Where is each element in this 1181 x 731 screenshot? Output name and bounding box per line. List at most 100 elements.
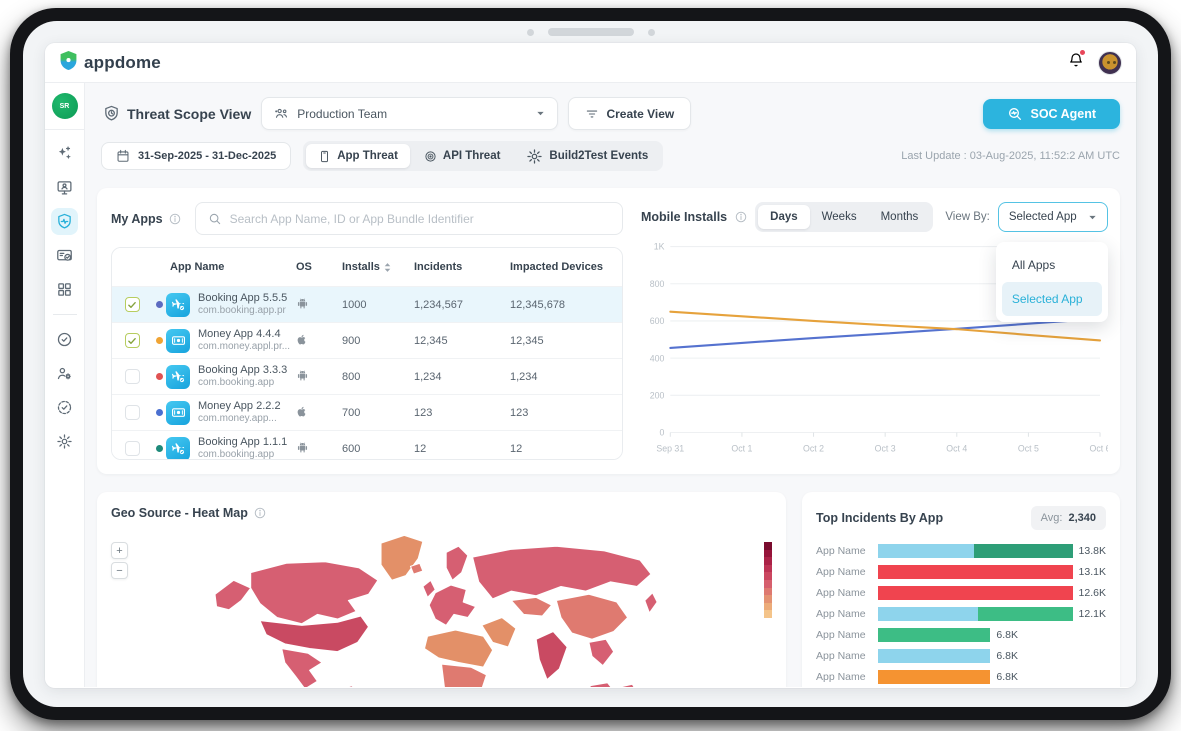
tab-api-threat[interactable]: API Threat: [412, 144, 513, 168]
period-option-weeks[interactable]: Weeks: [810, 205, 869, 229]
appdome-logo[interactable]: appdome: [59, 50, 161, 76]
map-zoom-in-button[interactable]: +: [111, 542, 128, 559]
view-by-dropdown: All AppsSelected App: [996, 242, 1108, 322]
workspace-avatar[interactable]: SR: [52, 93, 78, 119]
apps-installs-card: My Apps App Name OS Installs Incidents I…: [97, 188, 1120, 474]
bar-app-label: App Name: [816, 566, 870, 578]
col-os: OS: [296, 261, 342, 273]
sidebar-item-monitor-user[interactable]: [51, 174, 78, 201]
bar-segment: [878, 670, 990, 684]
filter-icon: [585, 107, 599, 121]
gear-icon: [56, 433, 73, 450]
tablet-device-frame: appdome SR: [10, 8, 1171, 720]
legend-step: [764, 557, 772, 565]
my-apps-panel: My Apps App Name OS Installs Incidents I…: [111, 202, 623, 460]
app-table-row[interactable]: Booking App 3.3.3com.booking.app 800 1,2…: [112, 358, 622, 394]
top-incidents-card: Top Incidents By App Avg: 2,340 App Name…: [802, 492, 1120, 687]
impacted-devices-value: 12,345,678: [510, 299, 622, 311]
app-table-row[interactable]: Money App 2.2.2com.money.app... 700 123 …: [112, 394, 622, 430]
bar-segment: [878, 586, 1073, 600]
bar-app-label: App Name: [816, 629, 870, 641]
bar-segment: [974, 544, 1073, 558]
world-heatmap[interactable]: [137, 526, 746, 687]
row-checkbox[interactable]: [125, 441, 140, 456]
avg-label: Avg:: [1041, 512, 1063, 524]
sidebar-item-shield-activity[interactable]: [51, 208, 78, 235]
bar-value: 6.8K: [996, 650, 1018, 662]
impacted-devices-value: 123: [510, 407, 622, 419]
legend-step: [764, 542, 772, 550]
app-table-row[interactable]: Booking App 5.5.5com.booking.app.pr 1000…: [112, 286, 622, 322]
bar-segment: [978, 607, 1073, 621]
brand-name: appdome: [84, 53, 161, 73]
clock-check-icon: [56, 399, 73, 416]
impacted-devices-value: 12: [510, 443, 622, 455]
dropdown-option-selected-app[interactable]: Selected App: [1002, 282, 1102, 316]
notifications-bell-icon[interactable]: [1068, 52, 1084, 73]
tab-build2test-events[interactable]: Build2Test Events: [514, 144, 660, 168]
app-table-row[interactable]: Money App 4.4.4com.money.appl.pr... 900 …: [112, 322, 622, 358]
bar-value: 12.6K: [1079, 587, 1106, 599]
incident-bar-row: App Name 12.1K: [816, 607, 1106, 621]
sidebar-divider: [53, 314, 77, 315]
table-header-row: App Name OS Installs Incidents Impacted …: [112, 248, 622, 286]
installs-value: 1000: [342, 299, 414, 311]
sidebar-item-users-gear[interactable]: [51, 360, 78, 387]
app-bundle-id: com.money.appl.pr...: [198, 341, 290, 353]
sidebar-item-grid[interactable]: [51, 276, 78, 303]
mobile-icon: [318, 150, 331, 163]
row-checkbox[interactable]: [125, 405, 140, 420]
svg-text:Oct 5: Oct 5: [1018, 443, 1039, 453]
info-icon[interactable]: [169, 213, 181, 225]
app-name: Money App 4.4.4: [198, 328, 290, 342]
period-toggle: DaysWeeksMonths: [755, 202, 933, 232]
bar-segment: [878, 649, 990, 663]
sidebar-item-gear[interactable]: [51, 428, 78, 455]
date-range-picker[interactable]: 31-Sep-2025 - 31-Dec-2025: [101, 142, 291, 170]
sort-icon[interactable]: [384, 262, 391, 273]
incidents-value: 123: [414, 407, 510, 419]
bar-app-label: App Name: [816, 587, 870, 599]
view-by-select[interactable]: Selected App: [998, 202, 1108, 232]
app-search-input[interactable]: [230, 212, 610, 226]
camera-dot: [648, 29, 655, 36]
threat-tabs: App Threat API Threat Build2Test Events: [303, 141, 663, 171]
row-checkbox[interactable]: [125, 333, 140, 348]
period-option-months[interactable]: Months: [869, 205, 931, 229]
app-table-row[interactable]: Booking App 1.1.1com.booking.app 600 12 …: [112, 430, 622, 460]
tab-app-threat[interactable]: App Threat: [306, 144, 410, 168]
svg-text:0: 0: [660, 427, 665, 437]
sidebar-item-clock-check[interactable]: [51, 394, 78, 421]
info-icon[interactable]: [735, 211, 747, 223]
legend-step: [764, 603, 772, 611]
bar-value: 6.8K: [996, 629, 1018, 641]
soc-search-icon: [1007, 106, 1023, 122]
map-zoom-out-button[interactable]: −: [111, 562, 128, 579]
sidebar-item-badge-check[interactable]: [51, 326, 78, 353]
sidebar-item-sparkles[interactable]: [51, 140, 78, 167]
top-incidents-title: Top Incidents By App: [816, 511, 943, 525]
legend-step: [764, 610, 772, 618]
user-avatar[interactable]: [1098, 51, 1122, 75]
row-checkbox[interactable]: [125, 297, 140, 312]
team-select[interactable]: Production Team: [261, 97, 558, 130]
average-badge: Avg: 2,340: [1031, 506, 1106, 530]
row-checkbox[interactable]: [125, 369, 140, 384]
apple-icon: [296, 405, 308, 421]
incident-bar-row: App Name 13.1K: [816, 565, 1106, 579]
team-select-value: Production Team: [297, 107, 528, 121]
dropdown-option-all-apps[interactable]: All Apps: [1002, 248, 1102, 282]
app-name: Booking App 5.5.5: [198, 292, 290, 306]
sidebar-item-card-check[interactable]: [51, 242, 78, 269]
bar-app-label: App Name: [816, 608, 870, 620]
users-gear-icon: [56, 365, 73, 382]
bar-value: 6.8K: [996, 671, 1018, 683]
info-icon[interactable]: [254, 507, 266, 519]
col-installs[interactable]: Installs: [342, 261, 414, 273]
booking-app-icon: [166, 365, 190, 389]
create-view-button[interactable]: Create View: [568, 97, 691, 130]
mobile-installs-title: Mobile Installs: [641, 210, 727, 224]
soc-agent-button[interactable]: SOC Agent: [983, 99, 1121, 129]
app-bundle-id: com.booking.app: [198, 377, 290, 389]
period-option-days[interactable]: Days: [758, 205, 810, 229]
